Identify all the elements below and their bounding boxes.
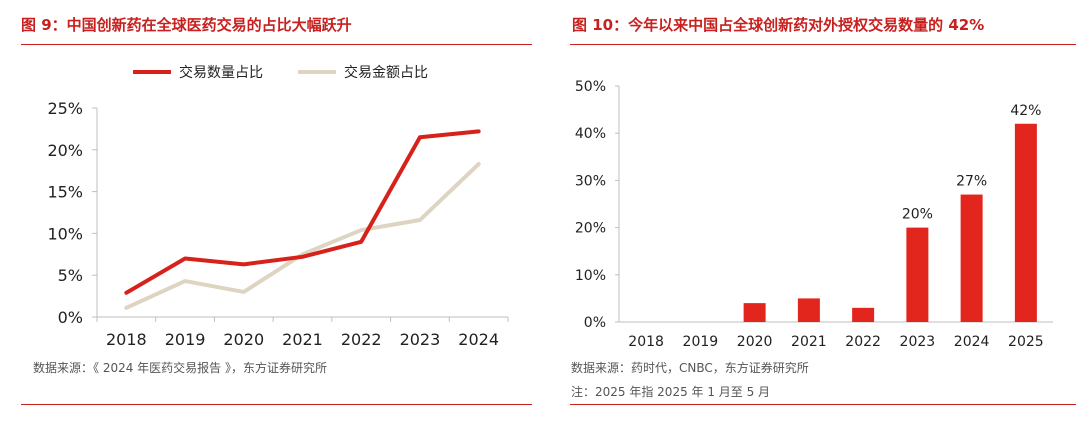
right-footnote: 注：2025 年指 2025 年 1 月至 5 月: [571, 385, 771, 399]
y-tick-label: 15%: [47, 183, 83, 202]
legend-swatch-deal-count: [133, 70, 171, 74]
line-chart: 0% 5% 10% 15% 20% 25% 2018 2019 2020 2021 2022 2023…: [47, 99, 509, 349]
bar-chart: 0% 10% 20% 30% 40% 50% 2018 2019 2020 2021 2022 202…: [575, 79, 1053, 350]
x-tick-label: 2020: [737, 334, 773, 350]
legend-label-deal-value: 交易金额占比: [344, 65, 428, 81]
x-tick-label: 2021: [791, 334, 827, 350]
x-tick-label: 2024: [458, 330, 499, 349]
x-tick-label: 2022: [341, 330, 382, 349]
x-tick-label: 2019: [165, 330, 206, 349]
y-tick-label: 10%: [47, 224, 83, 243]
y-tick-label: 5%: [58, 266, 83, 285]
bar: [906, 227, 929, 322]
bar: [852, 307, 875, 322]
right-figure-title: 图 10：今年以来中国占全球创新药对外授权交易数量的 42%: [572, 16, 985, 34]
left-figure-panel: 图 9：中国创新药在全球医药交易的占比大幅跃升 交易数量占比 交易金额占比 0%…: [0, 0, 540, 421]
bar-data-label: 27%: [956, 174, 987, 190]
bar-data-label: 20%: [902, 207, 933, 223]
y-tick-label: 30%: [575, 173, 606, 189]
x-tick-label: 2018: [106, 330, 147, 349]
y-tick-label: 0%: [584, 315, 606, 331]
bar: [797, 298, 820, 322]
x-tick-label: 2020: [223, 330, 264, 349]
x-tick-label: 2023: [400, 330, 441, 349]
right-source-note: 数据来源：药时代，CNBC，东方证券研究所: [571, 361, 809, 375]
y-tick-label: 0%: [58, 308, 83, 327]
series-line-deal-value: [124, 162, 481, 310]
y-tick-label: 10%: [575, 268, 606, 284]
right-figure-panel: 图 10：今年以来中国占全球创新药对外授权交易数量的 42% 0% 10% 20% 3…: [562, 0, 1085, 421]
legend-label-deal-count: 交易数量占比: [179, 65, 263, 81]
y-tick-label: 50%: [575, 79, 606, 95]
left-figure-title: 图 9：中国创新药在全球医药交易的占比大幅跃升: [21, 16, 352, 34]
x-tick-label: 2024: [954, 334, 990, 350]
y-tick-label: 20%: [575, 221, 606, 237]
y-tick-label: 25%: [47, 99, 83, 118]
x-tick-label: 2019: [683, 334, 719, 350]
bar-data-label: 42%: [1010, 103, 1041, 119]
bar: [960, 194, 983, 322]
right-title-divider: [570, 44, 1076, 45]
x-tick-label: 2025: [1008, 334, 1044, 350]
y-tick-label: 40%: [575, 126, 606, 142]
y-tick-label: 20%: [47, 141, 83, 160]
bar: [1014, 123, 1037, 322]
left-source-note: 数据来源：《 2024 年医药交易报告 》，东方证券研究所: [33, 361, 327, 375]
bar: [743, 303, 766, 322]
left-title-divider: [21, 44, 532, 45]
left-bottom-divider: [21, 404, 532, 405]
x-tick-label: 2018: [628, 334, 664, 350]
right-bottom-divider: [570, 404, 1076, 405]
legend-swatch-deal-value: [298, 70, 336, 74]
x-tick-label: 2021: [282, 330, 323, 349]
x-tick-label: 2023: [900, 334, 936, 350]
x-tick-label: 2022: [845, 334, 881, 350]
